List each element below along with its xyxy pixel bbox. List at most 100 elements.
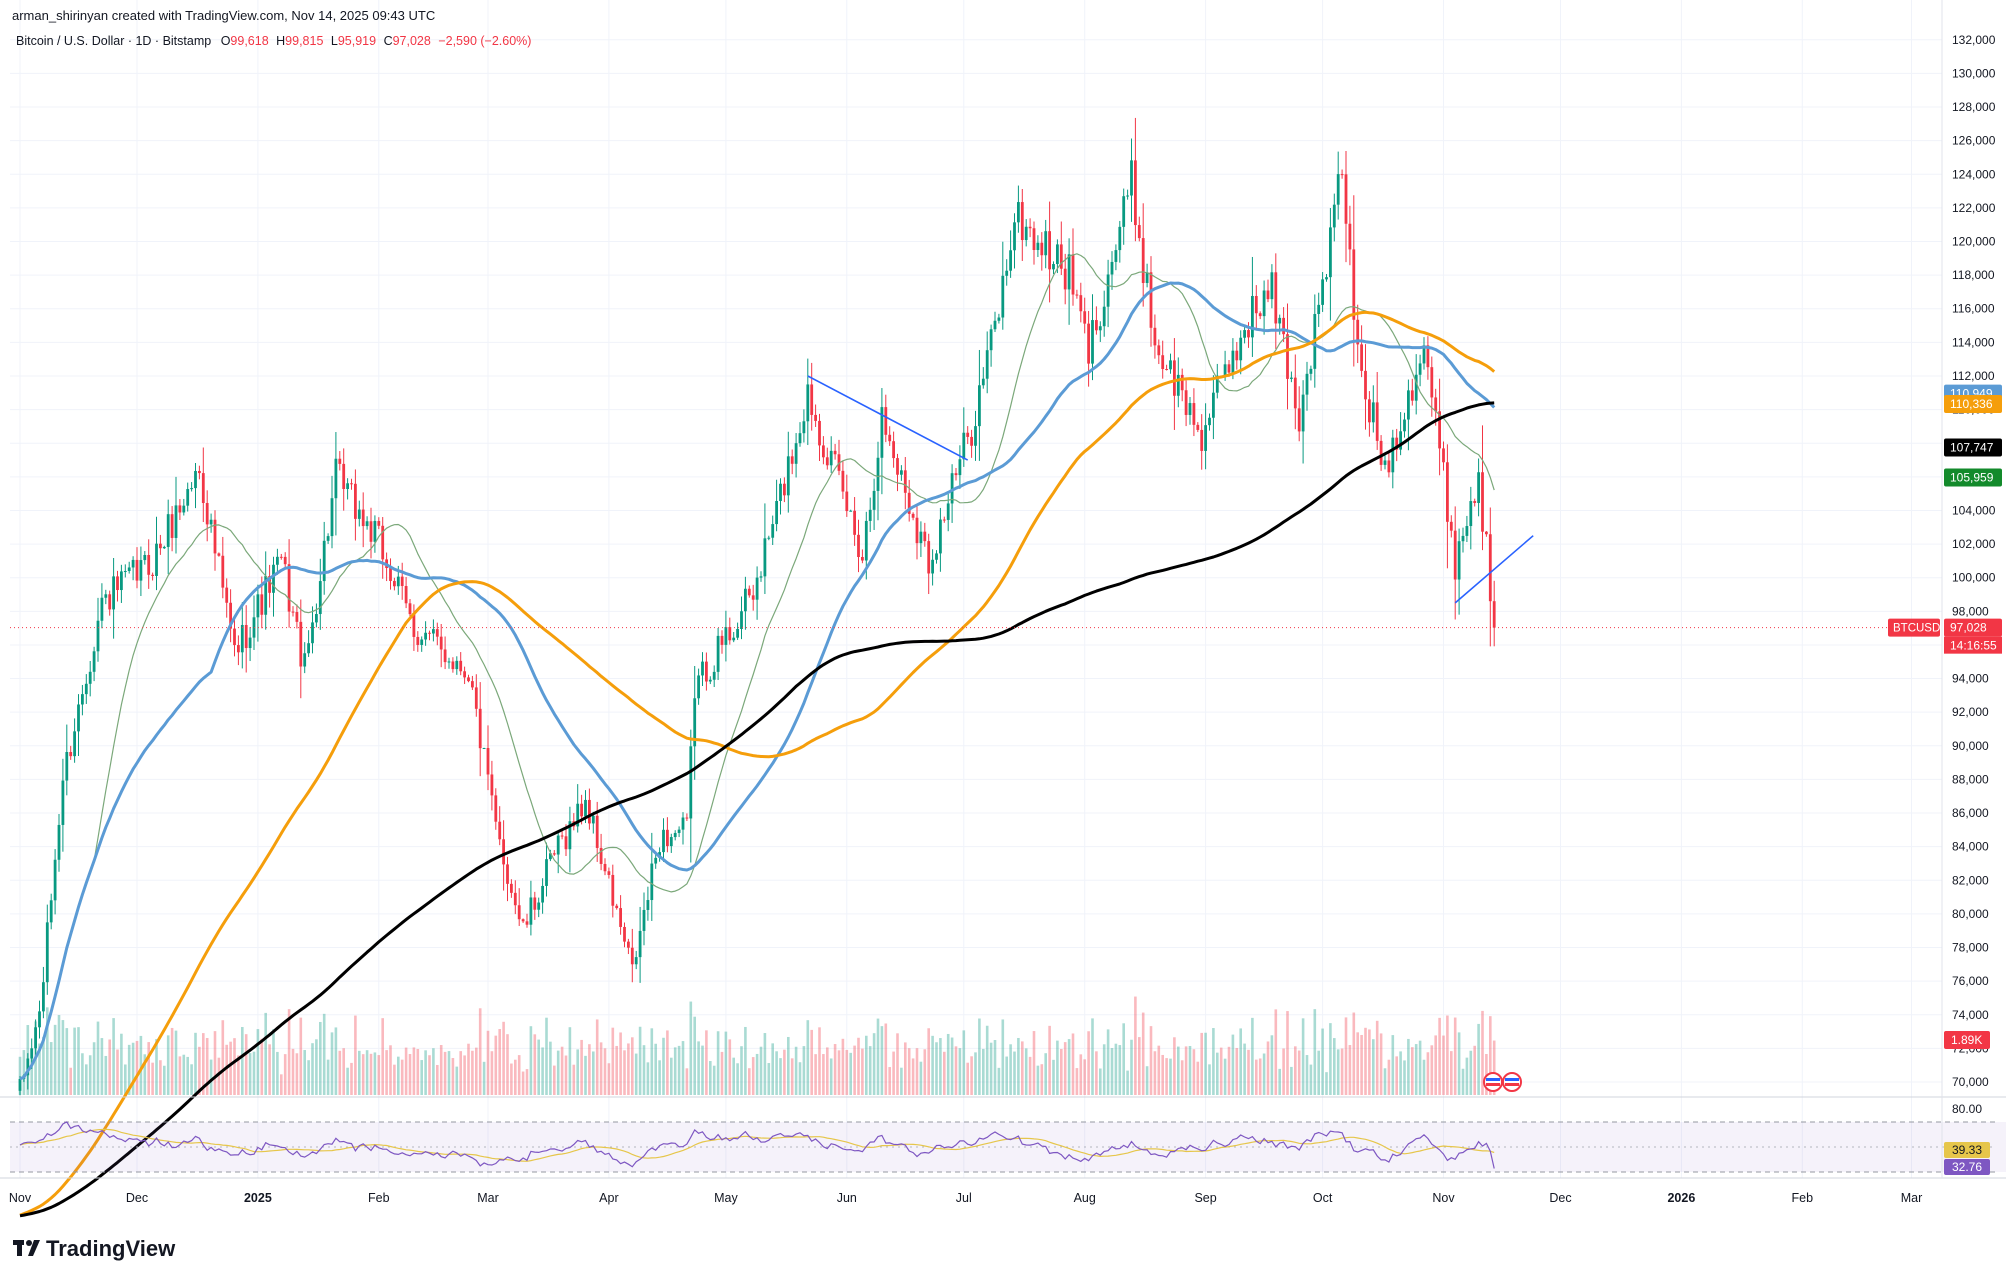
candle-body[interactable] (689, 746, 693, 819)
candle-body[interactable] (1278, 317, 1282, 324)
candle-body[interactable] (190, 488, 193, 490)
candle-body[interactable] (1254, 295, 1258, 314)
candle-body[interactable] (1329, 227, 1332, 278)
candle-body[interactable] (911, 513, 915, 518)
candle-body[interactable] (619, 908, 622, 927)
candle-body[interactable] (685, 817, 689, 819)
candle-body[interactable] (147, 554, 151, 575)
candle-body[interactable] (1036, 242, 1040, 250)
candle-body[interactable] (365, 521, 369, 527)
candle-body[interactable] (482, 748, 486, 750)
candle-body[interactable] (861, 557, 864, 561)
candle-body[interactable] (1239, 337, 1243, 361)
candle-body[interactable] (1274, 272, 1278, 324)
candle-body[interactable] (517, 905, 521, 920)
candle-body[interactable] (942, 519, 946, 521)
candle-body[interactable] (1340, 174, 1344, 176)
candle-body[interactable] (1375, 402, 1379, 441)
candle-body[interactable] (1196, 424, 1200, 430)
candle-body[interactable] (1481, 472, 1484, 532)
candle-body[interactable] (439, 636, 443, 650)
candle-body[interactable] (1091, 320, 1094, 364)
candle-body[interactable] (326, 536, 330, 541)
candle-body[interactable] (556, 835, 560, 855)
candle-body[interactable] (295, 612, 299, 622)
candle-body[interactable] (155, 543, 158, 576)
candle-body[interactable] (747, 588, 751, 596)
candle-body[interactable] (166, 514, 170, 547)
candle-body[interactable] (919, 531, 923, 544)
candle-body[interactable] (716, 635, 720, 672)
candle-body[interactable] (49, 900, 53, 923)
candle-body[interactable] (1141, 238, 1145, 283)
candle-body[interactable] (529, 897, 533, 925)
candle-body[interactable] (45, 922, 49, 983)
candle-body[interactable] (705, 661, 708, 682)
candle-body[interactable] (872, 490, 876, 510)
candle-body[interactable] (396, 576, 400, 587)
candle-body[interactable] (825, 457, 829, 466)
candle-body[interactable] (1188, 403, 1192, 415)
candle-body[interactable] (1227, 364, 1231, 373)
candle-body[interactable] (1208, 417, 1211, 426)
candle-body[interactable] (272, 564, 275, 593)
candle-body[interactable] (615, 905, 619, 909)
candle-body[interactable] (1297, 408, 1301, 432)
candle-body[interactable] (892, 441, 895, 459)
candle-body[interactable] (962, 432, 966, 460)
time-axis[interactable]: Nov Dec 2025 Feb Mar Apr May Jun Jul Aug Sep Oct Nov… (9, 1191, 1922, 1205)
candle-body[interactable] (174, 505, 178, 538)
candle-body[interactable] (864, 520, 868, 561)
candle-body[interactable] (354, 483, 357, 519)
candle-body[interactable] (833, 450, 837, 455)
candle-body[interactable] (217, 553, 221, 556)
candle-body[interactable] (876, 457, 880, 491)
candle-body[interactable] (361, 509, 365, 527)
candle-body[interactable] (1059, 244, 1063, 269)
candle-body[interactable] (1258, 313, 1262, 317)
candle-body[interactable] (560, 835, 564, 837)
candle-body[interactable] (432, 629, 435, 634)
candle-body[interactable] (1449, 521, 1453, 531)
candle-body[interactable] (1087, 323, 1090, 364)
trendlines[interactable] (807, 375, 1534, 604)
candle-body[interactable] (1387, 460, 1391, 473)
candle-body[interactable] (498, 821, 502, 840)
candle-body[interactable] (1157, 345, 1161, 356)
candle-body[interactable] (65, 751, 69, 781)
candle-body[interactable] (291, 611, 295, 613)
candle-body[interactable] (767, 537, 771, 539)
candle-body[interactable] (1332, 204, 1336, 228)
candle-body[interactable] (903, 470, 907, 493)
candle-body[interactable] (1044, 231, 1048, 256)
candle-body[interactable] (369, 521, 373, 542)
candle-body[interactable] (763, 538, 767, 577)
candle-body[interactable] (315, 614, 318, 623)
candle-body[interactable] (229, 602, 232, 629)
candle-body[interactable] (783, 483, 786, 496)
candle-body[interactable] (463, 671, 466, 678)
candle-body[interactable] (654, 857, 658, 864)
candle-body[interactable] (950, 473, 954, 504)
candle-body[interactable] (53, 859, 57, 901)
candle-body[interactable] (459, 660, 463, 672)
candle-body[interactable] (1422, 345, 1426, 364)
candle-body[interactable] (123, 571, 127, 573)
candle-body[interactable] (1469, 501, 1473, 527)
candle-body[interactable] (751, 595, 755, 600)
candle-body[interactable] (1056, 244, 1059, 265)
candle-body[interactable] (159, 543, 162, 549)
candle-body[interactable] (61, 780, 65, 825)
candle-body[interactable] (213, 519, 217, 554)
candle-body[interactable] (57, 824, 61, 860)
candle-body[interactable] (1079, 295, 1083, 312)
candle-body[interactable] (1438, 411, 1441, 449)
candle-body[interactable] (627, 941, 630, 948)
candle-body[interactable] (416, 636, 420, 645)
candlesticks[interactable] (18, 117, 1496, 1096)
candle-body[interactable] (1379, 440, 1383, 465)
candle-body[interactable] (900, 470, 903, 475)
candle-body[interactable] (1473, 501, 1477, 503)
candle-body[interactable] (931, 559, 934, 574)
candle-body[interactable] (1013, 222, 1016, 251)
